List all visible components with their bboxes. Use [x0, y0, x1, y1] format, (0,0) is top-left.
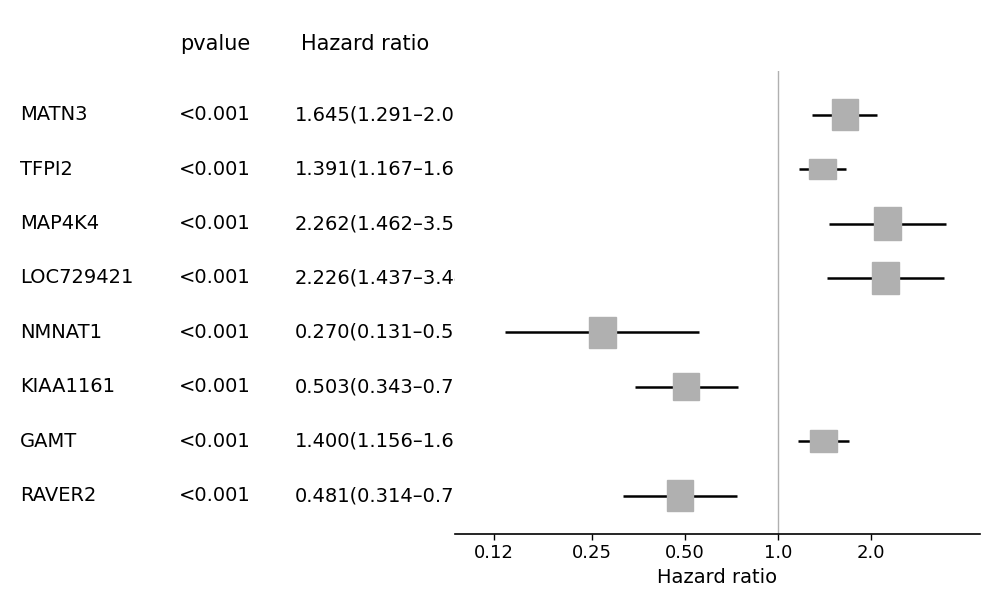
Text: <0.001: <0.001 — [179, 486, 251, 505]
Text: <0.001: <0.001 — [179, 160, 251, 178]
Text: TFPI2: TFPI2 — [20, 160, 73, 178]
Text: <0.001: <0.001 — [179, 377, 251, 396]
Bar — [872, 262, 899, 294]
Bar — [673, 373, 699, 400]
Text: 0.503(0.343–0.739): 0.503(0.343–0.739) — [295, 377, 487, 396]
Text: 1.400(1.156–1.696): 1.400(1.156–1.696) — [295, 432, 487, 451]
Bar — [589, 317, 616, 347]
Text: 2.226(1.437–3.449): 2.226(1.437–3.449) — [295, 269, 487, 288]
Text: <0.001: <0.001 — [179, 323, 251, 342]
Text: 0.270(0.131–0.556): 0.270(0.131–0.556) — [295, 323, 487, 342]
Text: 1.391(1.167–1.657): 1.391(1.167–1.657) — [295, 160, 487, 178]
Text: <0.001: <0.001 — [179, 269, 251, 288]
Text: MATN3: MATN3 — [20, 105, 88, 124]
Text: NMNAT1: NMNAT1 — [20, 323, 102, 342]
Bar — [832, 100, 858, 130]
Bar — [810, 431, 837, 452]
Text: 2.262(1.462–3.500): 2.262(1.462–3.500) — [295, 214, 487, 233]
Text: <0.001: <0.001 — [179, 105, 251, 124]
Text: 0.481(0.314–0.735): 0.481(0.314–0.735) — [295, 486, 487, 505]
Bar — [809, 160, 836, 179]
Text: Hazard ratio: Hazard ratio — [301, 34, 429, 55]
X-axis label: Hazard ratio: Hazard ratio — [657, 568, 778, 586]
Text: <0.001: <0.001 — [179, 214, 251, 233]
Text: LOC729421: LOC729421 — [20, 269, 133, 288]
Bar — [667, 480, 693, 511]
Bar — [874, 207, 901, 240]
Text: 1.645(1.291–2.096): 1.645(1.291–2.096) — [295, 105, 487, 124]
Text: GAMT: GAMT — [20, 432, 77, 451]
Text: MAP4K4: MAP4K4 — [20, 214, 99, 233]
Text: pvalue: pvalue — [180, 34, 250, 55]
Text: KIAA1161: KIAA1161 — [20, 377, 115, 396]
Text: <0.001: <0.001 — [179, 432, 251, 451]
Text: RAVER2: RAVER2 — [20, 486, 96, 505]
